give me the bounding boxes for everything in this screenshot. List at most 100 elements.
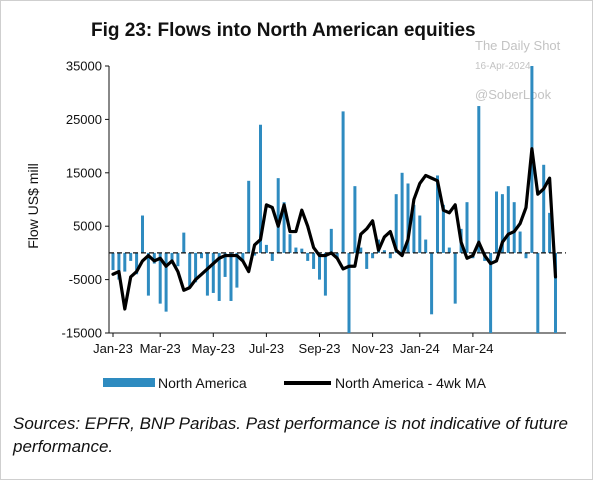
bar-north-america xyxy=(152,252,156,264)
bar-north-america xyxy=(424,239,428,253)
bar-north-america xyxy=(211,252,215,293)
bar-north-america xyxy=(430,252,434,315)
bar-north-america xyxy=(282,202,286,253)
bar-north-america xyxy=(164,252,168,312)
bar-north-america xyxy=(141,215,144,253)
watermark-handle: @SoberLook xyxy=(475,87,552,102)
bar-north-america xyxy=(259,124,262,253)
bar-north-america xyxy=(518,231,522,253)
y-tick-label: 5000 xyxy=(73,219,102,234)
bar-north-america xyxy=(200,252,203,259)
bar-north-america xyxy=(111,252,115,270)
x-tick-label: Jan-24 xyxy=(400,341,440,356)
bar-north-america xyxy=(436,175,439,253)
bar-north-america xyxy=(453,252,457,304)
y-tick-label: -15000 xyxy=(62,326,102,341)
watermark-source: The Daily Shot xyxy=(475,38,561,53)
bar-north-america xyxy=(323,252,327,296)
bar-north-america xyxy=(406,183,410,253)
legend-label-4wk-ma: North America - 4wk MA xyxy=(335,375,487,391)
x-tick-label: Mar-23 xyxy=(140,341,181,356)
bar-north-america xyxy=(418,215,422,253)
bar-north-america xyxy=(441,204,445,253)
bar-north-america xyxy=(235,252,239,288)
bar-north-america xyxy=(247,180,251,253)
y-tick-label: 15000 xyxy=(66,165,102,180)
watermark-date: 16-Apr-2024 xyxy=(475,61,531,72)
bar-north-america xyxy=(329,228,333,253)
y-tick-label: -5000 xyxy=(69,272,102,287)
bar-north-america xyxy=(347,252,351,333)
bar-north-america xyxy=(341,111,345,253)
watermark: The Daily Shot 16-Apr-2024 @SoberLook xyxy=(475,38,561,102)
x-tick-label: Jan-23 xyxy=(93,341,133,356)
y-tick-label: 25000 xyxy=(66,112,102,127)
bar-north-america xyxy=(276,178,280,253)
bar-north-america xyxy=(241,252,245,261)
y-axis-title: Flow US$ mill xyxy=(25,163,41,249)
bar-north-america xyxy=(512,202,516,253)
bar-north-america xyxy=(465,202,469,253)
bar-north-america xyxy=(158,252,162,304)
bar-north-america xyxy=(270,252,274,261)
x-tick-label: Sep-23 xyxy=(299,341,341,356)
bar-north-america xyxy=(353,186,357,253)
bar-north-america xyxy=(500,194,504,253)
bar-north-america xyxy=(412,204,416,253)
bar-north-america xyxy=(176,252,180,267)
bar-north-america xyxy=(359,247,363,253)
bar-north-america xyxy=(489,252,493,333)
bar-north-america xyxy=(294,247,298,253)
bar-north-america xyxy=(217,252,221,301)
bar-north-america xyxy=(394,194,398,253)
bar-north-america xyxy=(447,247,451,253)
bar-north-america xyxy=(542,164,546,253)
bar-north-america xyxy=(123,252,127,272)
chart-title: Fig 23: Flows into North American equiti… xyxy=(91,20,476,41)
legend-swatch-north-america xyxy=(103,378,155,387)
bar-north-america xyxy=(400,172,404,253)
bar-north-america xyxy=(524,252,528,259)
bar-north-america xyxy=(129,252,133,261)
bar-north-america xyxy=(182,232,186,253)
bar-north-america xyxy=(536,252,540,333)
bar-north-america xyxy=(382,250,386,253)
bar-north-america xyxy=(477,106,481,253)
bar-north-america xyxy=(117,252,121,280)
bar-north-america xyxy=(388,252,392,259)
bar-north-america xyxy=(548,212,552,253)
bar-north-america xyxy=(318,252,321,280)
x-tick-label: Mar-24 xyxy=(452,341,493,356)
bar-north-america xyxy=(205,252,209,296)
bar-north-america xyxy=(229,252,233,301)
legend-label-north-america: North America xyxy=(158,375,247,391)
bar-north-america xyxy=(146,252,150,296)
bar-north-america xyxy=(495,191,498,253)
bar-north-america xyxy=(264,244,268,253)
bar-north-america xyxy=(188,252,192,288)
bar-north-america xyxy=(300,248,304,253)
bar-north-america xyxy=(554,252,557,333)
ma-series-line xyxy=(111,147,558,311)
chart-svg: Fig 23: Flows into North American equiti… xyxy=(25,20,566,391)
y-tick-label: 35000 xyxy=(66,59,102,74)
bar-north-america xyxy=(335,252,339,259)
x-tick-label: Jul-23 xyxy=(249,341,284,356)
bar-north-america xyxy=(506,186,510,253)
bar-north-america xyxy=(194,252,198,283)
bar-series xyxy=(111,66,557,333)
bar-north-america xyxy=(371,252,375,259)
source-footnote: Sources: EPFR, BNP Paribas. Past perform… xyxy=(13,414,568,456)
bar-north-america xyxy=(170,252,174,261)
bar-north-america xyxy=(288,234,292,253)
bar-north-america xyxy=(365,252,369,269)
legend: North America North America - 4wk MA xyxy=(103,375,487,391)
bar-north-america xyxy=(135,252,139,275)
bar-north-america xyxy=(253,252,257,256)
bar-north-america xyxy=(312,252,316,269)
x-tick-label: May-23 xyxy=(192,341,235,356)
y-ticks: 35000 25000 15000 5000 -5000 -15000 xyxy=(62,59,109,341)
bar-north-america xyxy=(223,252,227,277)
x-ticks: Jan-23 Mar-23 May-23 Jul-23 Sep-23 Nov-23 Jan-… xyxy=(93,333,493,356)
